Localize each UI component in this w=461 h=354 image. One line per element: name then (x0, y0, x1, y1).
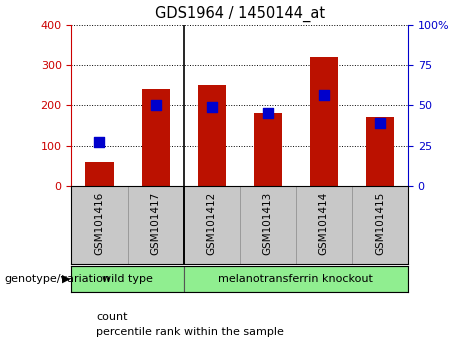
Text: GSM101415: GSM101415 (375, 192, 385, 255)
Text: GSM101412: GSM101412 (207, 192, 217, 255)
Text: GSM101413: GSM101413 (263, 192, 273, 255)
Bar (71, 266, 183, 292)
Bar (142, 89, 170, 186)
Bar (366, 118, 394, 186)
Text: ▶: ▶ (62, 274, 71, 284)
Point (208, 104, 215, 110)
Text: melanotransferrin knockout: melanotransferrin knockout (219, 274, 373, 284)
Bar (183, 266, 408, 292)
Point (264, 110, 272, 116)
Point (376, 121, 384, 126)
Bar (85, 162, 113, 186)
Text: GSM101417: GSM101417 (151, 192, 160, 255)
Text: GSM101416: GSM101416 (95, 192, 105, 255)
Text: GSM101414: GSM101414 (319, 192, 329, 255)
Bar (198, 85, 226, 186)
Point (96, 139, 103, 144)
Text: genotype/variation: genotype/variation (5, 274, 111, 284)
Point (152, 103, 160, 108)
Bar (310, 57, 338, 186)
Text: percentile rank within the sample: percentile rank within the sample (96, 327, 284, 337)
Title: GDS1964 / 1450144_at: GDS1964 / 1450144_at (154, 6, 325, 22)
Text: count: count (96, 312, 127, 322)
Text: wild type: wild type (102, 274, 153, 284)
Bar (254, 113, 282, 186)
Point (320, 92, 327, 98)
